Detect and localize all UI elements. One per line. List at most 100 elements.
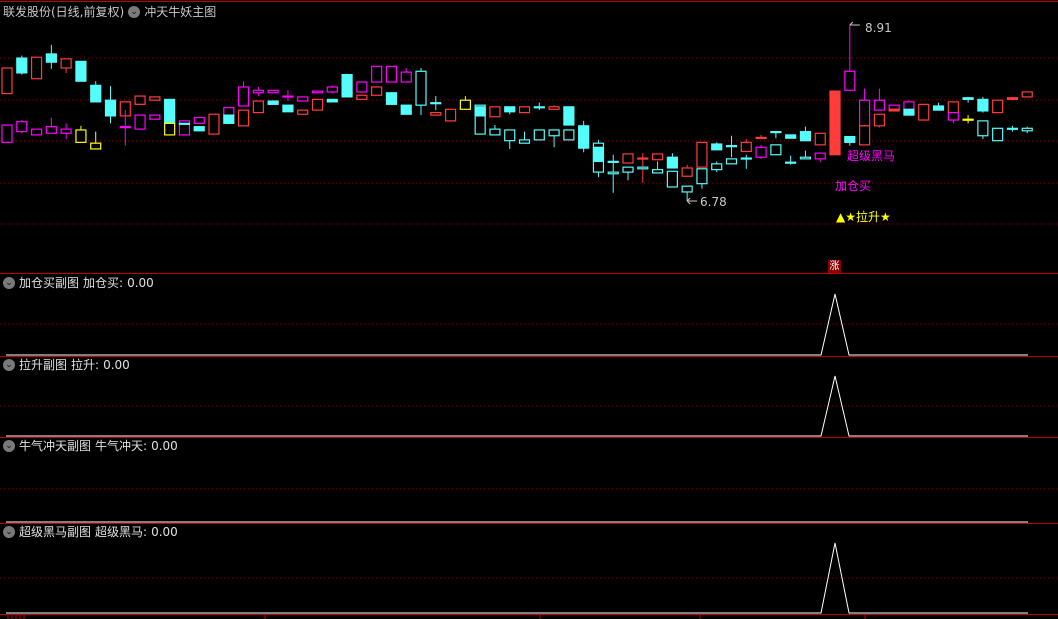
candle-body — [1006, 127, 1019, 130]
candle-body — [873, 99, 885, 111]
candle-body — [415, 70, 427, 106]
signal-line — [6, 293, 1028, 356]
subchart-name[interactable]: 牛气冲天副图 — [19, 439, 92, 453]
candle-body — [711, 163, 723, 171]
candle-body — [430, 102, 442, 105]
candle-body — [474, 104, 486, 135]
candle-body — [651, 169, 664, 174]
candle-body — [297, 96, 309, 102]
subchart-title-3: ⌄ 超级黑马副图 超级黑马: 0.00 — [3, 524, 178, 540]
candle-body — [607, 171, 619, 175]
candle-body — [888, 108, 900, 112]
candle-body — [16, 121, 28, 133]
candle-body — [903, 108, 915, 116]
candle-body — [178, 122, 191, 125]
candle-body — [149, 96, 161, 101]
candle-body — [681, 185, 693, 193]
stock-name: 联发股份(日线,前复权) — [3, 5, 125, 19]
candle-body — [45, 53, 57, 63]
candle-body — [341, 73, 353, 98]
candle-body — [504, 106, 516, 113]
indicator-name[interactable]: 冲天牛妖主图 — [144, 5, 217, 19]
candle-body — [60, 128, 72, 134]
candle-body — [518, 106, 531, 114]
candle-body — [578, 125, 590, 149]
low-marker-arrow — [686, 197, 698, 205]
candle-body — [119, 126, 131, 129]
candle-body — [223, 107, 235, 116]
chevron-down-circle-icon[interactable]: ⌄ — [3, 277, 15, 289]
candle-body — [237, 109, 250, 127]
subchart-name[interactable]: 加仓买副图 — [19, 276, 80, 290]
candle-body — [1006, 97, 1019, 100]
candle-body — [237, 86, 250, 107]
candle-body — [400, 104, 412, 115]
candle-body — [740, 141, 752, 153]
chevron-down-circle-icon[interactable]: ⌄ — [3, 526, 15, 538]
chevron-down-circle-icon[interactable]: ⌄ — [128, 6, 141, 18]
candle-body — [696, 168, 708, 185]
candle-body — [474, 106, 486, 117]
candle-body — [814, 152, 826, 160]
signal-line — [6, 542, 1028, 614]
candle-body — [75, 60, 87, 82]
candle-body — [918, 103, 930, 121]
candle-body — [16, 57, 28, 74]
candle-body — [622, 153, 634, 164]
candle-body — [252, 100, 264, 114]
pull-up-signal: ▲★拉升★ — [836, 210, 891, 224]
candle-body — [459, 99, 471, 110]
subchart-title-0: ⌄ 加仓买副图 加仓买: 0.00 — [3, 275, 154, 291]
add-buy-signal: 加仓买 — [835, 179, 872, 193]
candle-body — [785, 134, 797, 139]
candle-body — [770, 144, 782, 156]
candle-body — [90, 142, 102, 150]
candle-body — [267, 89, 279, 94]
candle-body — [178, 120, 191, 136]
candle-body — [548, 106, 560, 110]
candle-body — [637, 166, 649, 170]
candle-body — [947, 112, 959, 121]
candle-body — [385, 65, 398, 83]
candle-body — [223, 114, 235, 124]
super-horse-signal: 超级黑马 — [847, 149, 896, 163]
candle-body — [858, 125, 871, 146]
candle-body — [1, 67, 13, 95]
chevron-down-circle-icon[interactable]: ⌄ — [3, 359, 15, 371]
subchart-name[interactable]: 拉升副图 — [19, 358, 68, 372]
candle-body — [548, 129, 560, 137]
low-price-label: 6.78 — [700, 195, 727, 209]
candle-body — [829, 90, 841, 156]
candle-body — [785, 161, 797, 164]
candle-body — [356, 94, 368, 100]
candle-body — [681, 167, 693, 177]
candle-body — [873, 113, 885, 127]
candle-body — [666, 170, 678, 188]
candle-body — [400, 71, 412, 83]
candle-body — [134, 114, 146, 130]
candle-body — [193, 116, 205, 124]
candle-body — [489, 106, 501, 118]
main-chart-title: 联发股份(日线,前复权) ⌄ 冲天牛妖主图 — [3, 4, 216, 20]
subchart-name[interactable]: 超级黑马副图 — [19, 525, 92, 539]
series-value: 0.00 — [151, 525, 178, 539]
candle-body — [149, 114, 161, 120]
candle-body — [208, 113, 220, 135]
candle-body — [430, 112, 442, 116]
candle-body — [326, 98, 338, 103]
candle-body — [104, 99, 117, 117]
candle-body — [311, 90, 324, 94]
candle-body — [992, 127, 1004, 142]
candle-body — [193, 126, 205, 132]
candle-body — [755, 146, 767, 158]
series-name: 加仓买 — [83, 276, 120, 290]
limit-up-badge: 涨 — [828, 260, 841, 273]
chevron-down-circle-icon[interactable]: ⌄ — [3, 440, 15, 452]
candle-body — [444, 108, 457, 122]
candle-body — [740, 157, 752, 160]
candle-body — [1, 124, 13, 143]
candle-body — [962, 118, 974, 121]
high-marker-arrow — [849, 21, 860, 26]
candle-body — [267, 100, 279, 105]
